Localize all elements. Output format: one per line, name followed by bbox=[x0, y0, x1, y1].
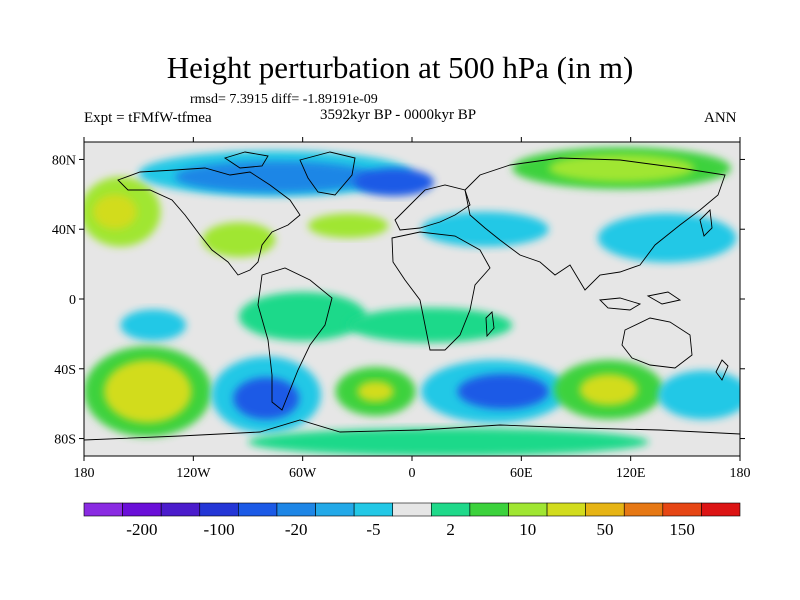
chart-title: Height perturbation at 500 hPa (in m) bbox=[166, 50, 634, 85]
period-label: 3592kyr BP - 0000kyr BP bbox=[320, 107, 477, 123]
field-region bbox=[238, 292, 367, 341]
colorbar-swatch bbox=[392, 502, 432, 517]
lon-tick-label: 60E bbox=[510, 466, 533, 481]
colorbar-swatch bbox=[122, 502, 162, 517]
field-region bbox=[104, 360, 192, 423]
colorbar-swatch bbox=[508, 502, 548, 517]
field-region bbox=[548, 154, 695, 183]
lat-tick-label: 40N bbox=[52, 223, 76, 238]
field-region bbox=[597, 213, 737, 263]
season-label: ANN bbox=[704, 110, 737, 126]
lat-tick-label: 80S bbox=[54, 433, 76, 448]
field-region bbox=[233, 377, 300, 420]
lon-tick-label: 120W bbox=[176, 466, 211, 481]
colorbar-label: -20 bbox=[285, 520, 308, 539]
field-region bbox=[120, 309, 187, 341]
colorbar-swatch bbox=[160, 502, 201, 517]
colorbar-swatch bbox=[585, 502, 625, 517]
map-axes: 180 120W 60W 0 60E 120E 180 80N 40N 0 40S 80S bbox=[52, 137, 751, 481]
colorbar-label: -200 bbox=[126, 520, 157, 539]
colorbar-swatch bbox=[315, 502, 355, 517]
stats-line: rmsd= 7.3915 diff= -1.89191e-09 bbox=[190, 92, 378, 107]
colorbar-label: 10 bbox=[519, 520, 536, 539]
field-region bbox=[248, 428, 649, 456]
field-region bbox=[348, 307, 513, 343]
colorbar-swatch bbox=[353, 502, 394, 517]
field-region bbox=[308, 213, 389, 238]
field-region bbox=[93, 194, 137, 230]
colorbar-swatch bbox=[83, 502, 123, 517]
colorbar-swatch bbox=[546, 502, 586, 517]
lat-tick-label: 40S bbox=[54, 363, 76, 378]
colorbar-swatch bbox=[238, 502, 278, 517]
colorbar-label: 2 bbox=[446, 520, 455, 539]
coastlines bbox=[84, 151, 740, 441]
colorbar-label: -5 bbox=[366, 520, 380, 539]
experiment-label: Expt = tFMfW-tfmea bbox=[84, 110, 212, 126]
lon-tick-label: 180 bbox=[74, 466, 95, 481]
colorbar-swatch bbox=[430, 502, 471, 517]
colorbar-label: -100 bbox=[203, 520, 234, 539]
field-region bbox=[457, 374, 549, 409]
lon-tick-label: 120E bbox=[616, 466, 646, 481]
colorbar-label: 50 bbox=[596, 520, 613, 539]
lon-tick-label: 0 bbox=[409, 466, 416, 481]
lat-tick-label: 0 bbox=[69, 293, 76, 308]
field-region bbox=[202, 222, 276, 258]
colorbar-swatch bbox=[199, 502, 239, 517]
colorbar-swatch bbox=[701, 502, 741, 517]
colorbar-label: 150 bbox=[669, 520, 695, 539]
colorbar-swatch bbox=[276, 502, 316, 517]
field-region bbox=[357, 380, 394, 402]
field-region bbox=[175, 161, 376, 193]
colorbar-swatch bbox=[623, 502, 664, 517]
lat-tick-label: 80N bbox=[52, 153, 76, 168]
lon-tick-label: 60W bbox=[289, 466, 317, 481]
colorbar-swatch bbox=[662, 502, 702, 517]
colorbar: -200 -100 -20 -5 2 10 50 150 bbox=[83, 502, 741, 539]
colorbar-swatch bbox=[469, 502, 509, 517]
field-region bbox=[421, 211, 549, 247]
field-region bbox=[579, 374, 638, 406]
lon-tick-label: 180 bbox=[730, 466, 751, 481]
field-region bbox=[353, 168, 434, 197]
field-region bbox=[658, 370, 740, 420]
